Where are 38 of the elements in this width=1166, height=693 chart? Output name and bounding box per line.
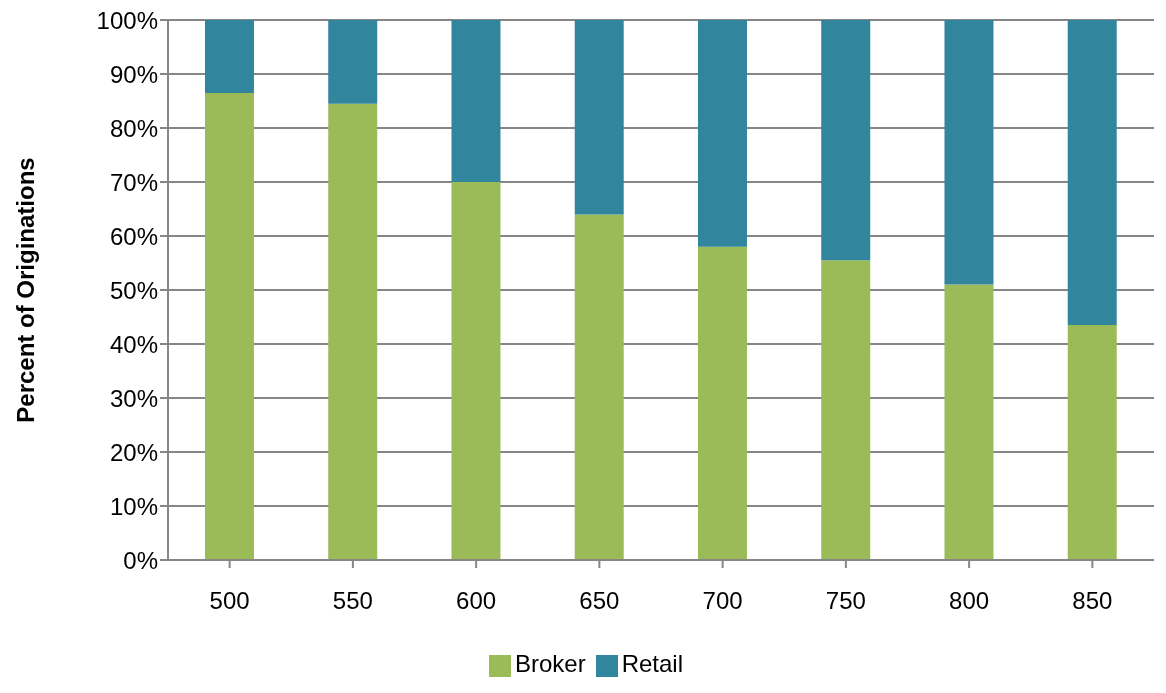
legend-label: Broker xyxy=(514,650,586,677)
y-tick-label: 100% xyxy=(96,6,158,34)
x-tick-label: 500 xyxy=(209,587,250,615)
bar xyxy=(204,92,254,560)
x-tick-label: 800 xyxy=(949,587,990,615)
bar xyxy=(944,284,994,560)
y-tick-label: 60% xyxy=(109,222,158,250)
bar xyxy=(574,214,624,560)
y-tick-label: 70% xyxy=(109,168,158,196)
bar xyxy=(1067,325,1117,560)
y-tick-label: 50% xyxy=(109,276,158,304)
bar xyxy=(1067,20,1117,326)
x-tick-label: 550 xyxy=(332,587,373,615)
y-tick-label: 20% xyxy=(109,438,158,466)
y-tick-label: 80% xyxy=(109,114,158,142)
y-axis-title: Percent of Originations xyxy=(11,157,39,423)
x-tick-label: 650 xyxy=(579,587,620,615)
bar xyxy=(328,20,378,104)
legend-label: Retail xyxy=(621,650,684,677)
bar xyxy=(328,103,378,560)
bar xyxy=(697,20,747,247)
x-tick-label: 750 xyxy=(825,587,866,615)
x-tick-label: 600 xyxy=(456,587,497,615)
y-tick-label: 10% xyxy=(109,492,158,520)
bar xyxy=(821,260,871,560)
y-tick-label: 40% xyxy=(109,330,158,358)
x-tick-label: 850 xyxy=(1072,587,1113,615)
bar xyxy=(944,20,994,285)
y-tick-label: 0% xyxy=(123,546,158,574)
x-tick-label: 700 xyxy=(702,587,743,615)
bar xyxy=(451,20,501,182)
y-tick-label: 90% xyxy=(109,60,158,88)
bar xyxy=(451,182,501,560)
bar xyxy=(574,20,624,215)
bar xyxy=(204,20,254,93)
y-tick-label: 30% xyxy=(109,384,158,412)
bar xyxy=(821,20,871,261)
bar xyxy=(697,246,747,560)
